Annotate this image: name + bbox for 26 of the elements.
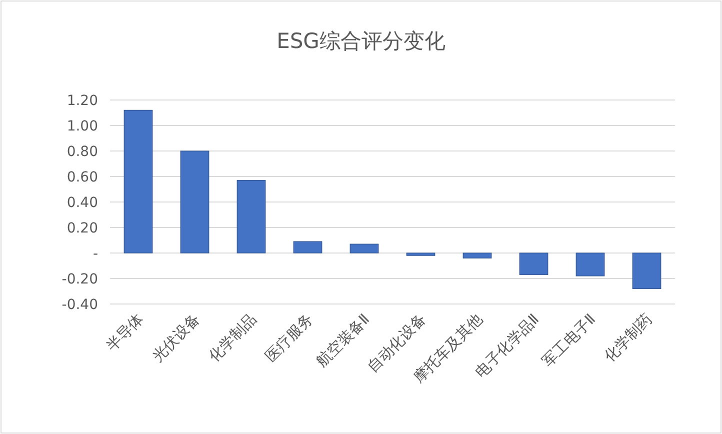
y-tick-label: 0.20: [66, 220, 98, 236]
bar: [350, 244, 379, 254]
bar: [124, 110, 153, 254]
x-tick-label: 化学制品: [204, 310, 260, 366]
bar: [462, 252, 492, 258]
y-tick-label: -0.40: [62, 297, 98, 313]
y-tick-label: 1.20: [66, 93, 98, 109]
bar: [180, 150, 210, 254]
y-tick-label: -0.20: [62, 272, 98, 288]
y-tick-label: 0.40: [66, 195, 98, 211]
x-tick-label: 化学制药: [600, 310, 656, 366]
bar: [519, 252, 548, 275]
bar: [293, 241, 322, 254]
chart-title: ESG综合评分变化: [276, 29, 446, 53]
bar: [576, 252, 605, 276]
y-tick-label: 1.00: [66, 118, 98, 134]
y-tick-label: 0.60: [66, 170, 98, 186]
bar: [236, 180, 266, 254]
bar: [632, 252, 662, 289]
x-tick-label: 军工电子Ⅱ: [538, 310, 600, 370]
bar: [406, 252, 436, 256]
y-tick-label: 0.80: [66, 144, 98, 160]
x-tick-label: 光伏设备: [148, 310, 204, 366]
y-tick-label: -: [92, 246, 98, 262]
x-tick-label: 半导体: [102, 310, 148, 355]
x-tick-label: 医疗服务: [261, 310, 317, 366]
